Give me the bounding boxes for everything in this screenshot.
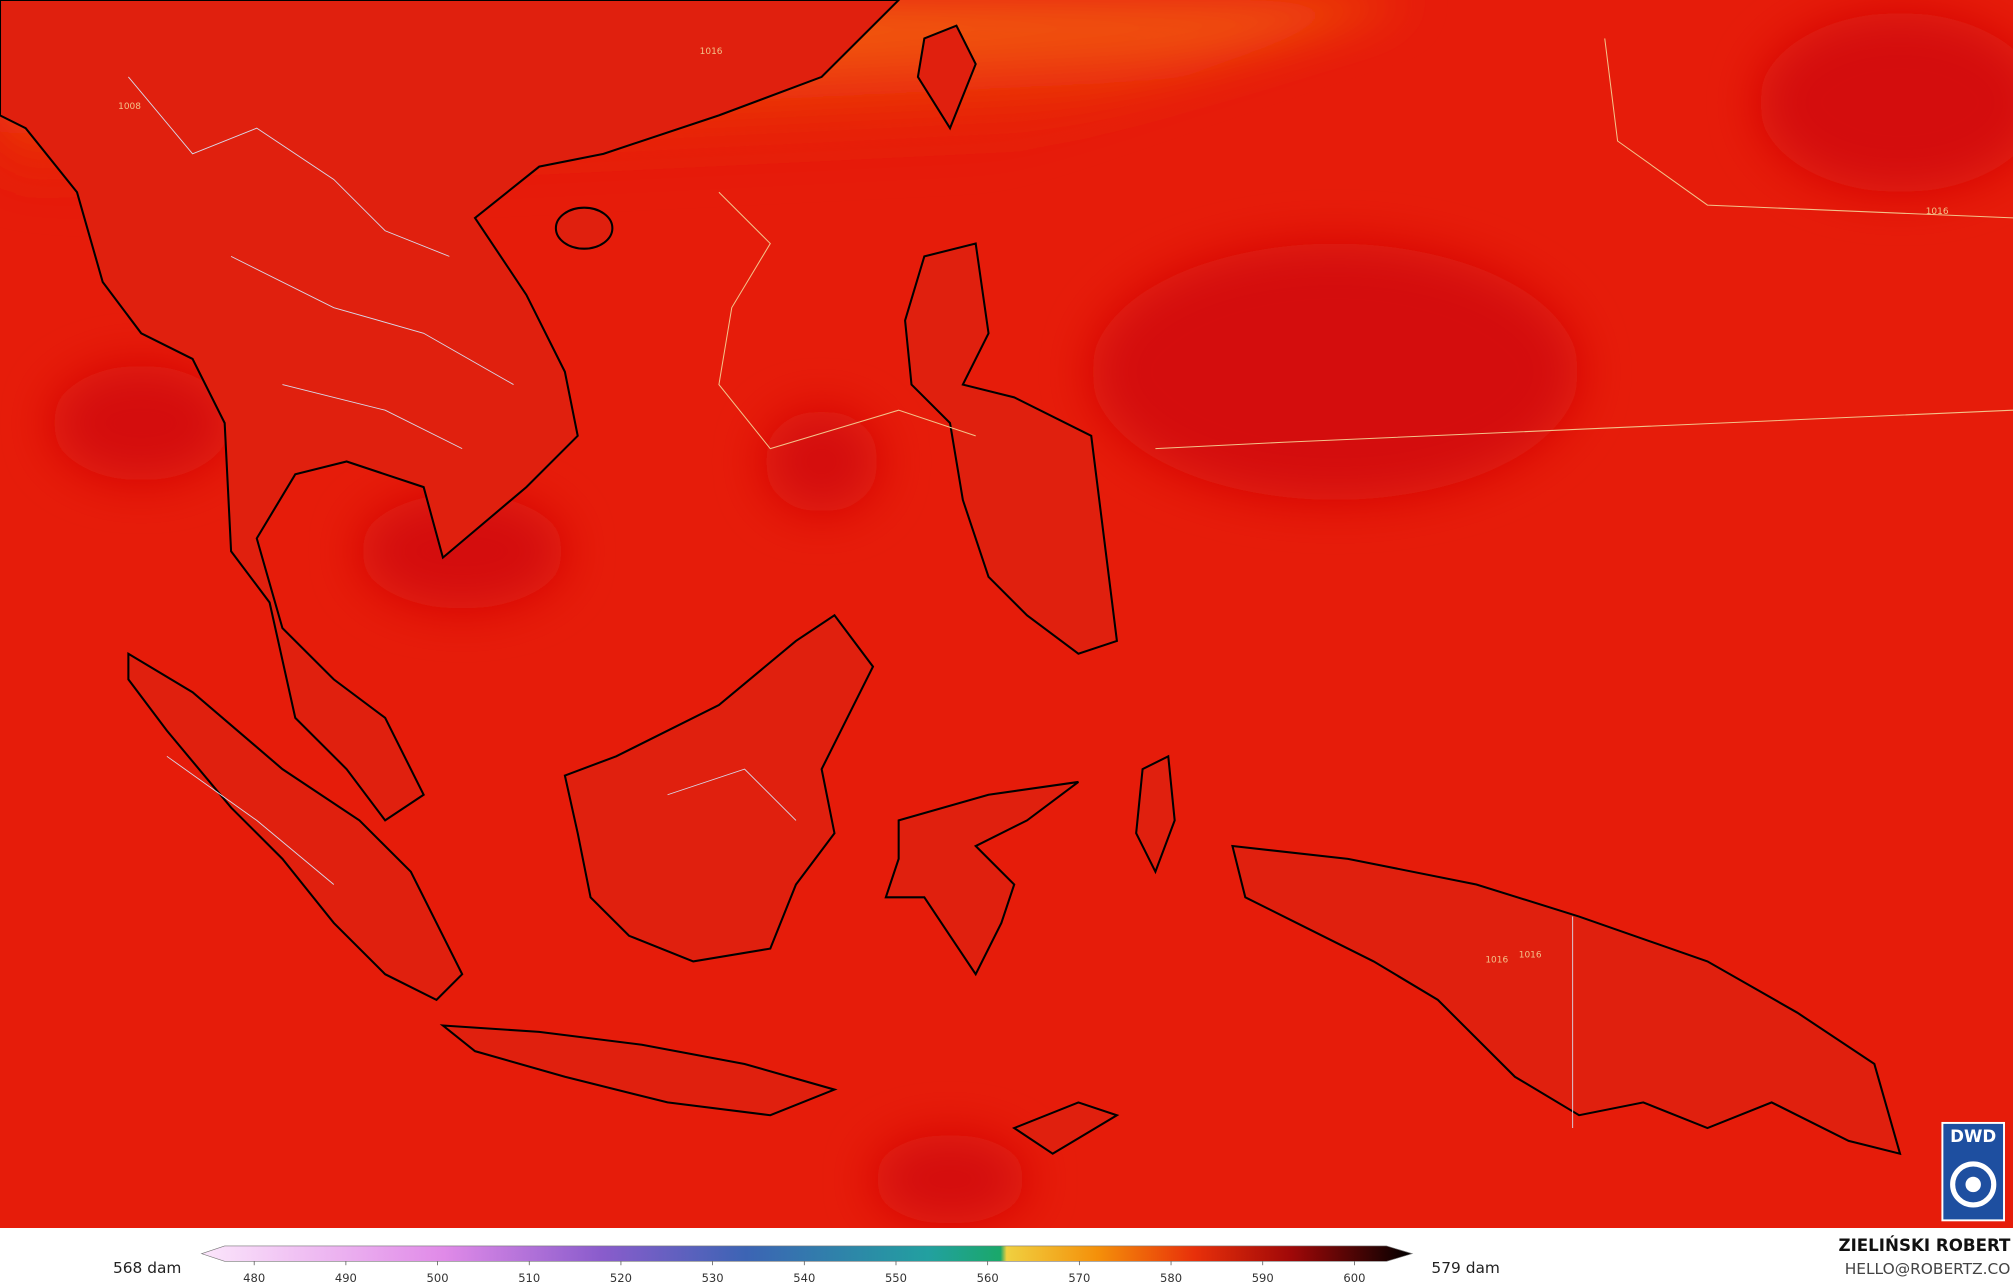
colorbar-legend: 568 dam 579 dam ZIELIŃSKI ROBERT HELLO@R…	[0, 1228, 2013, 1287]
colorbar	[200, 1245, 1414, 1262]
taiwan	[916, 24, 977, 131]
hainan	[554, 206, 614, 250]
colorbar-tick-label: 570	[1068, 1271, 1090, 1285]
colorbar-tick-label: 520	[610, 1271, 632, 1285]
max-label: 579 dam	[1431, 1259, 1499, 1277]
colorbar-tick-label: 590	[1252, 1271, 1274, 1285]
colorbar-tick-label: 490	[335, 1271, 357, 1285]
colorbar-tick-label: 530	[702, 1271, 724, 1285]
halmahera	[1135, 754, 1176, 875]
colorbar-tick-label: 550	[885, 1271, 907, 1285]
timor	[1012, 1101, 1120, 1155]
map: 1016 1008 1016 1016 1016 DWD	[0, 0, 2013, 1229]
sumatra	[127, 651, 464, 1002]
colorbar-tick-label: 500	[427, 1271, 449, 1285]
java	[439, 1024, 838, 1117]
landmasses	[0, 0, 1902, 1156]
credit-name: ZIELIŃSKI ROBERT	[1838, 1236, 2011, 1255]
colorbar-tick-label: 510	[518, 1271, 540, 1285]
dwd-logo: DWD	[1941, 1121, 2005, 1222]
contour-label: 1016	[700, 47, 723, 57]
borders	[128, 38, 2013, 1129]
isobar	[718, 38, 2013, 450]
borneo	[563, 613, 875, 963]
mainland-asia	[0, 0, 901, 822]
new-guinea	[1231, 844, 1902, 1156]
contour-label: 1008	[118, 102, 141, 112]
colorbar-tick-label: 540	[793, 1271, 815, 1285]
colorbar-tick-label: 480	[243, 1271, 265, 1285]
colorbar-tick-label: 580	[1160, 1271, 1182, 1285]
contour-label: 1016	[1485, 956, 1508, 966]
contour-label: 1016	[1519, 951, 1542, 961]
philippines	[904, 242, 1119, 655]
colorbar-tick-label: 600	[1343, 1271, 1365, 1285]
sulawesi	[884, 780, 1080, 977]
colorbar-tick-label: 560	[977, 1271, 999, 1285]
min-label: 568 dam	[113, 1259, 181, 1277]
contour-labels: 1016 1008 1016 1016 1016	[118, 47, 1949, 966]
credit-email: HELLO@ROBERTZ.CO	[1845, 1260, 2011, 1278]
height-blobs	[51, 12, 2013, 1225]
contour-label: 1016	[1926, 207, 1949, 217]
logo-text: DWD	[1950, 1127, 1996, 1146]
